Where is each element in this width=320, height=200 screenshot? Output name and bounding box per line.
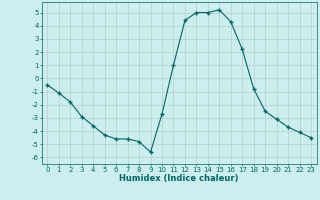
X-axis label: Humidex (Indice chaleur): Humidex (Indice chaleur) — [119, 174, 239, 183]
